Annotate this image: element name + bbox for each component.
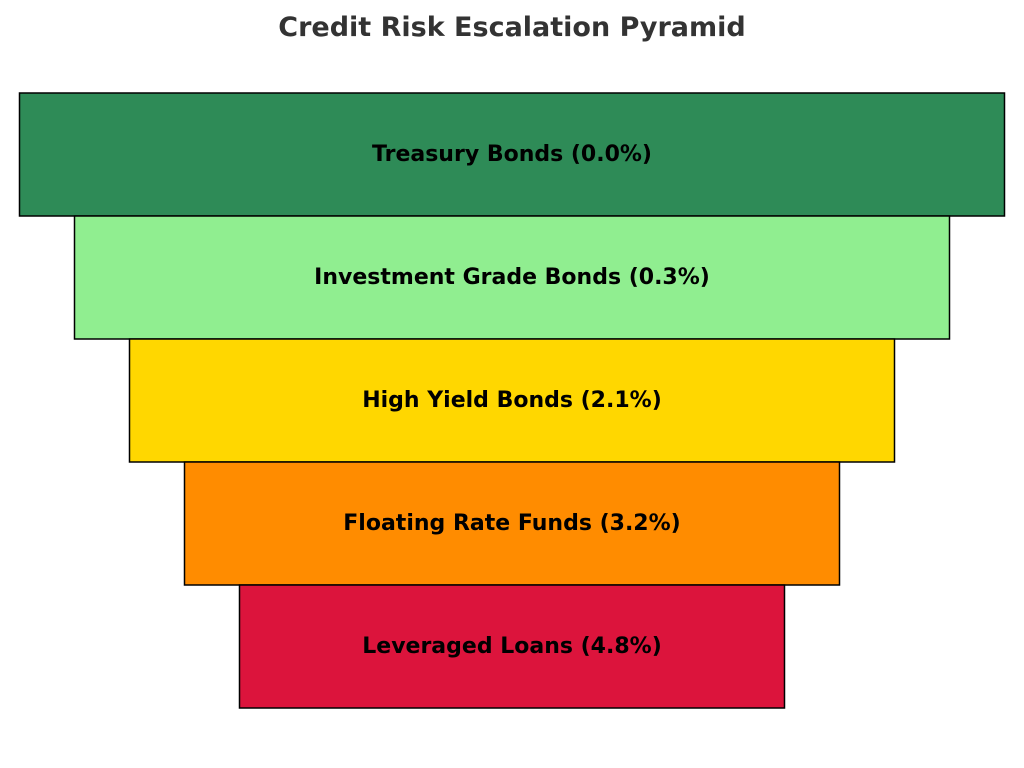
tier-label-5: Leveraged Loans (4.8%) (362, 634, 662, 659)
pyramid-tier-5 (238, 584, 786, 709)
pyramid-tier-2 (73, 215, 951, 340)
tier-label-1: Treasury Bonds (0.0%) (372, 142, 652, 167)
pyramid-tier-4 (183, 461, 841, 586)
pyramid-tiers: Treasury Bonds (0.0%) Investment Grade Bo… (18, 92, 1006, 709)
chart-title: Credit Risk Escalation Pyramid (278, 12, 746, 43)
pyramid-tier-3 (128, 338, 896, 463)
tier-label-2: Investment Grade Bonds (0.3%) (314, 265, 710, 290)
tier-label-4: Floating Rate Funds (3.2%) (343, 511, 680, 536)
pyramid-tier-1 (18, 92, 1006, 217)
tier-label-3: High Yield Bonds (2.1%) (362, 388, 662, 413)
